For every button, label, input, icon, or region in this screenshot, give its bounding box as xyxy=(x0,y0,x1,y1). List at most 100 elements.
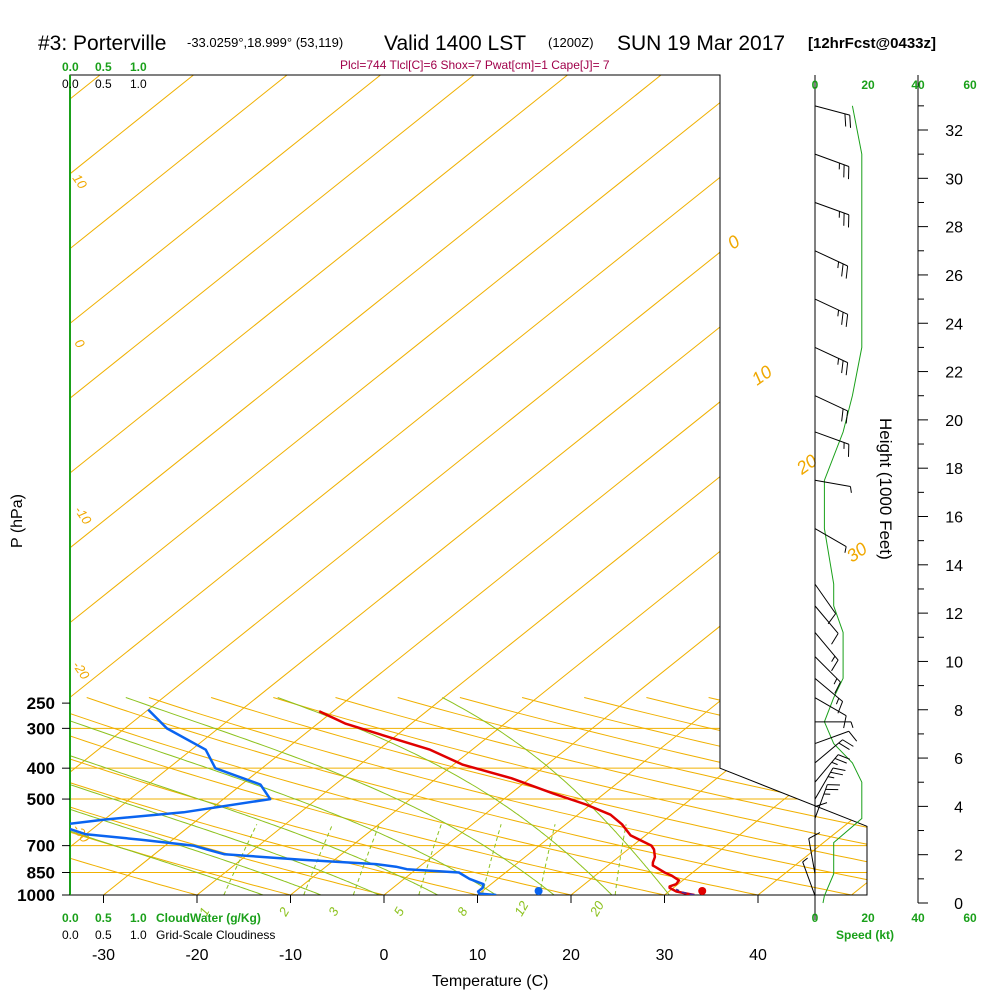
title-bar: #3: Porterville -33.0259°,18.999° (53,11… xyxy=(38,32,936,72)
moist-adiabat xyxy=(70,697,507,895)
isotherm-line xyxy=(70,75,381,895)
mixing-ratio-line xyxy=(223,824,258,895)
isotherm-line xyxy=(0,75,7,895)
mixing-ratio-label: 5 xyxy=(391,904,408,918)
cloudwater-top-tick-2: 1.0 xyxy=(130,60,147,74)
dry-adiabat xyxy=(148,697,867,895)
x-tick-label: 0 xyxy=(380,947,389,964)
wind-barb xyxy=(808,832,821,875)
dry-adiabat xyxy=(957,698,1000,902)
cloudwater-bottom-tick-2: 1.0 xyxy=(130,911,147,925)
surface-dewpoint-dot xyxy=(534,887,543,895)
moist-adiabat xyxy=(70,697,283,895)
cloudwater-bottom-tick-1: 0.5 xyxy=(95,911,112,925)
dry-adiabat-label: -20 xyxy=(70,658,94,683)
speed-tick-top: 60 xyxy=(963,78,977,92)
speed-tick-bottom: 20 xyxy=(861,911,875,925)
wind-barb xyxy=(814,528,847,553)
station-coords: -33.0259°,18.999° (53,119) xyxy=(187,35,343,50)
wind-barb xyxy=(814,784,840,819)
mixing-ratio-line xyxy=(614,824,627,895)
height-tick-label: 0 xyxy=(954,896,963,913)
cloudiness-top-tick-2: 1.0 xyxy=(130,77,147,91)
cloudiness-bottom-tick-2: 1.0 xyxy=(130,928,147,942)
dry-adiabat-label: 0 xyxy=(72,336,89,351)
isotherm-line xyxy=(70,75,867,895)
height-tick-label: 26 xyxy=(945,268,963,285)
height-tick-label: 18 xyxy=(945,461,963,478)
dry-adiabat-label: -10 xyxy=(72,503,96,528)
isotherm-line xyxy=(570,75,867,895)
dry-adiabat xyxy=(832,697,867,895)
height-tick-label: 8 xyxy=(954,703,963,720)
dry-adiabat xyxy=(397,697,867,895)
plot-frame xyxy=(69,74,868,896)
mixing-ratio-line xyxy=(539,824,556,895)
x-tick-label: 30 xyxy=(656,947,674,964)
speed-tick-top: 20 xyxy=(861,78,875,92)
moist-adiabat xyxy=(277,697,620,895)
isotherm-line xyxy=(70,75,849,895)
mixing-ratio-label: 20 xyxy=(586,898,607,920)
p-tick-label: 250 xyxy=(27,694,55,713)
parcel-trace xyxy=(675,888,695,895)
dry-adiabat-label: 10 xyxy=(70,171,91,192)
wind-barb xyxy=(814,767,846,800)
isotherm-label: 0 xyxy=(724,231,744,253)
cloudwater-bottom-tick-0: 0.0 xyxy=(62,911,79,925)
wind-barb xyxy=(815,721,854,728)
isotherm-line xyxy=(70,75,755,895)
height-tick-label: 32 xyxy=(945,123,963,140)
height-tick-label: 20 xyxy=(945,413,963,430)
height-tick-label: 22 xyxy=(945,365,963,382)
wind-barb xyxy=(814,105,852,128)
cloudiness-top-tick-0: 0.0 xyxy=(62,77,79,91)
dry-adiabat xyxy=(86,697,867,895)
thermo-grid xyxy=(0,75,1000,902)
dry-adiabat xyxy=(70,697,507,895)
y-axis-title: P (hPa) xyxy=(9,494,26,548)
dry-adiabat xyxy=(335,697,867,895)
wind-barb xyxy=(814,739,854,764)
surface-temperature-dot xyxy=(698,887,707,895)
wind-barb xyxy=(814,802,828,843)
cloudwater-scale-bottom: 0.0 0.5 1.0 CloudWater (g/Kg) 0.0 0.5 1.… xyxy=(62,911,275,942)
p-tick-label: 400 xyxy=(27,759,55,778)
dry-adiabat xyxy=(770,697,867,895)
speed-tick-bottom: 0 xyxy=(812,911,819,925)
isotherm-line xyxy=(477,75,867,895)
height-tick-label: 10 xyxy=(945,654,963,671)
sounding-stats: Plcl=744 Tlcl[C]=6 Shox=7 Pwat[cm]=1 Cap… xyxy=(340,58,610,72)
speed-tick-bottom: 60 xyxy=(963,911,977,925)
forecast-run: [12hrFcst@0433z] xyxy=(808,35,936,52)
mixing-ratio-line xyxy=(481,824,502,895)
mixing-ratio-label: 3 xyxy=(325,904,342,918)
wind-barb xyxy=(814,201,850,228)
cloudiness-top-tick-1: 0.5 xyxy=(95,77,112,91)
mixing-ratio-line xyxy=(303,824,333,895)
wind-barb xyxy=(814,395,849,424)
plot-border xyxy=(69,74,868,896)
moist-adiabat xyxy=(70,697,451,895)
wind-barb xyxy=(814,697,847,729)
p-tick-label: 1000 xyxy=(17,886,55,905)
mixing-ratio-label: 8 xyxy=(454,904,471,918)
cloudwater-scale-top: 0.0 0.5 1.0 0.0 0.5 1.0 xyxy=(62,60,147,91)
moist-adiabat xyxy=(125,697,563,895)
moist-adiabat xyxy=(70,697,395,895)
speed-tick-bottom: 40 xyxy=(911,911,925,925)
isotherm-line xyxy=(70,75,662,895)
x-tick-label: -20 xyxy=(185,947,208,964)
cloudwater-top-tick-1: 0.5 xyxy=(95,60,112,74)
height-tick-label: 16 xyxy=(945,510,963,527)
speed-tick-top: 40 xyxy=(911,78,925,92)
wind-barb xyxy=(814,298,849,327)
x-axis-title: Temperature (C) xyxy=(432,973,548,990)
dry-adiabat xyxy=(459,697,867,895)
dry-adiabat xyxy=(210,697,867,895)
wind-barb xyxy=(814,583,837,625)
height-axis-title: Height (1000 Feet) xyxy=(876,418,895,560)
cloudiness-bottom-tick-1: 0.5 xyxy=(95,928,112,942)
